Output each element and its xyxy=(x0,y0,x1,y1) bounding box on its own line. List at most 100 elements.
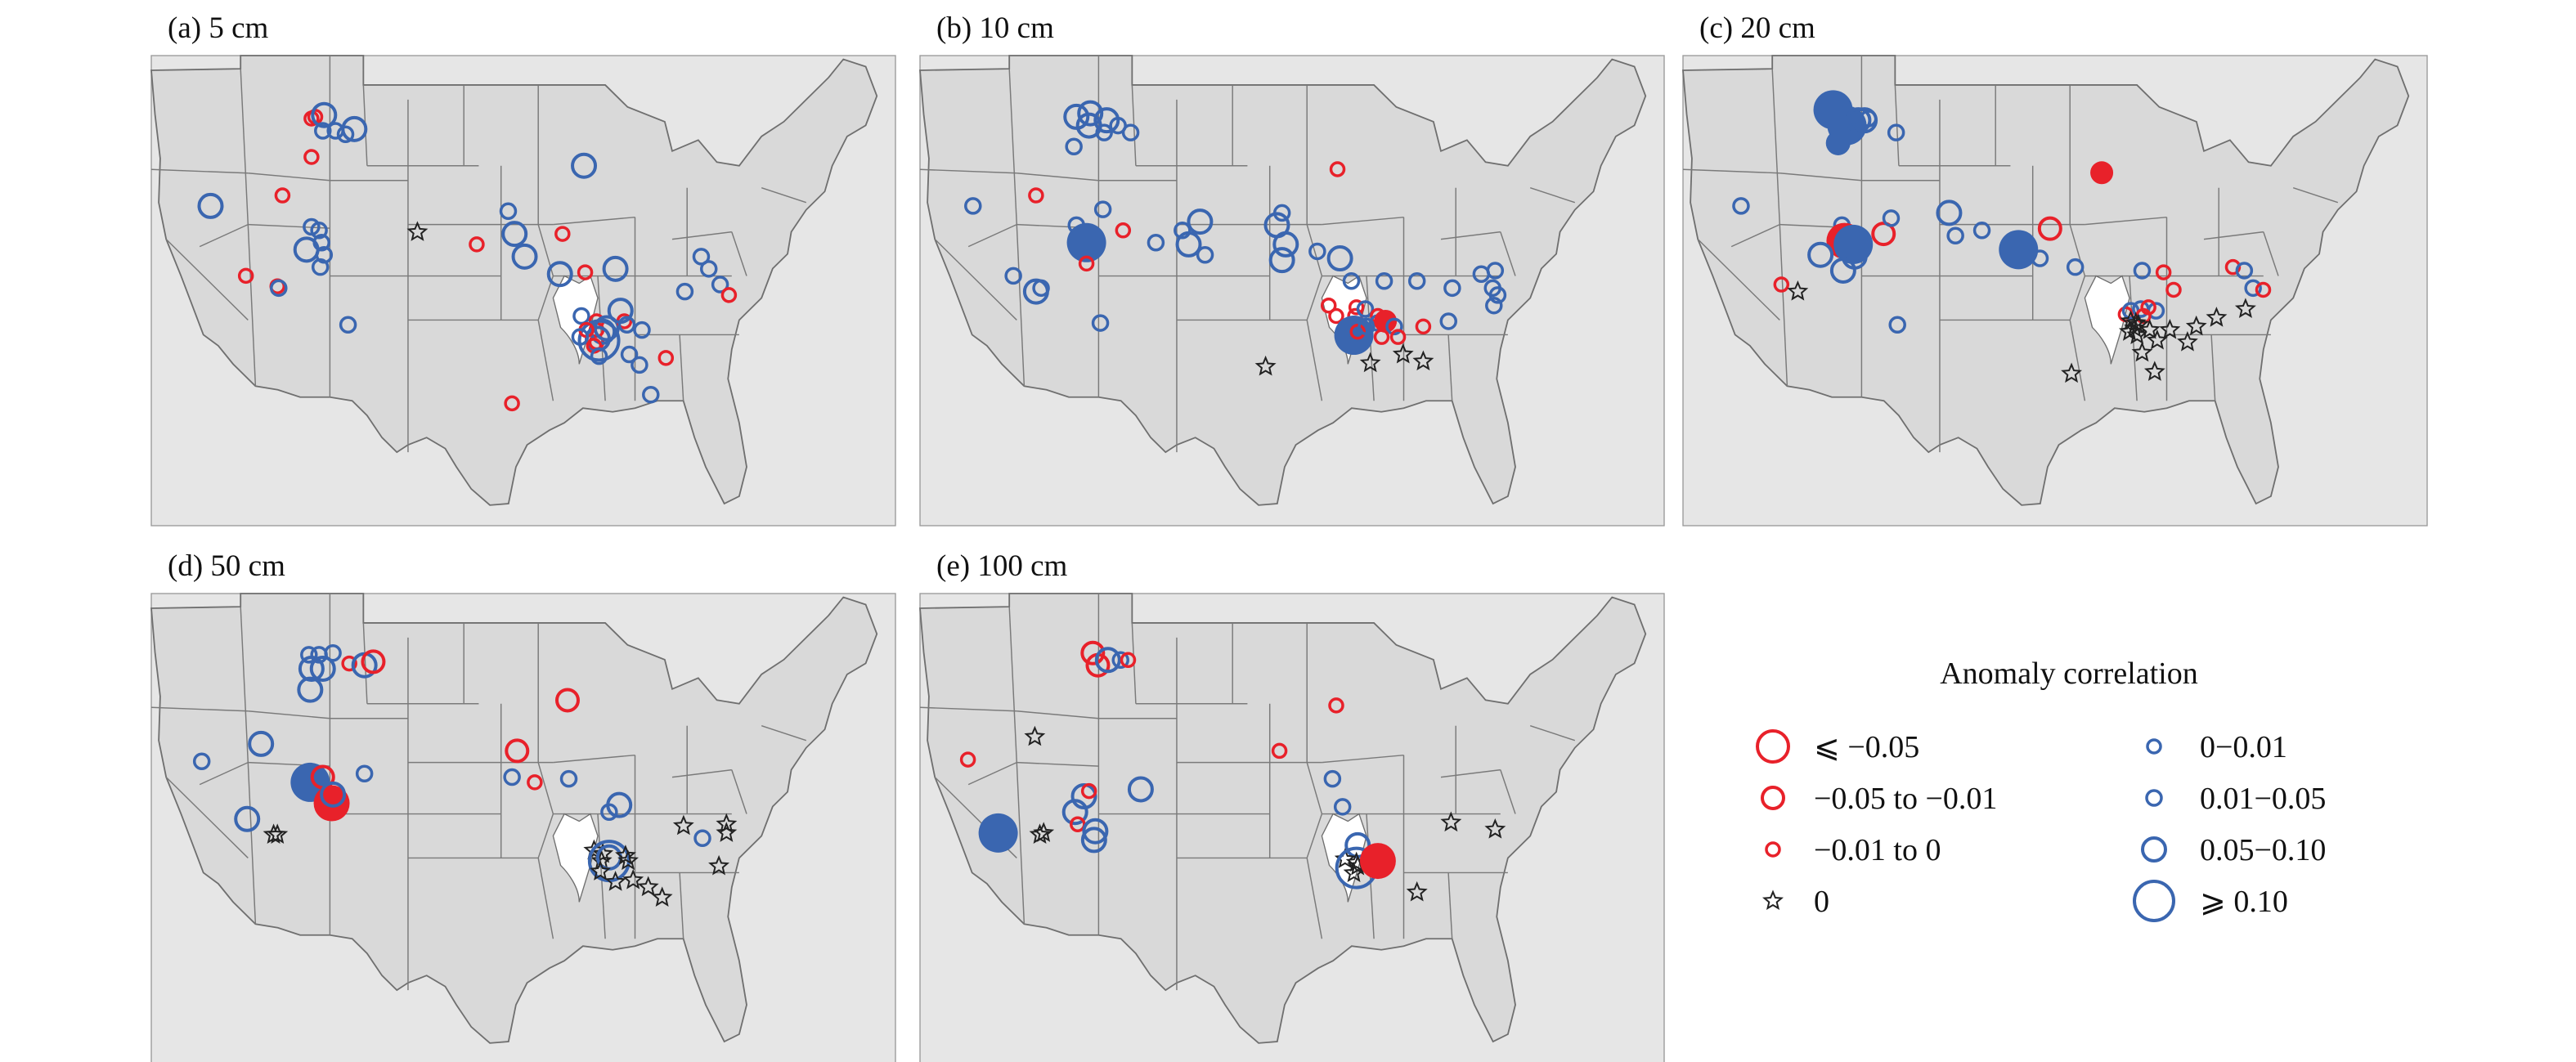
state-boundary xyxy=(1306,276,1323,320)
station-marker xyxy=(583,839,605,860)
station-marker xyxy=(1887,123,1905,141)
state-boundary xyxy=(2203,231,2264,240)
state-boundary xyxy=(1306,224,1323,276)
station-marker xyxy=(2155,264,2172,280)
station-marker xyxy=(554,688,580,713)
station-marker xyxy=(692,248,711,266)
station-marker xyxy=(1392,343,1414,364)
state-boundary xyxy=(553,754,635,764)
state-boundary xyxy=(679,872,684,939)
station-marker xyxy=(248,730,275,757)
state-boundary xyxy=(165,239,249,320)
station-marker xyxy=(1829,257,1856,284)
station-marker xyxy=(693,829,711,848)
legend-label: ⩾ 0.10 xyxy=(2200,885,2288,919)
station-marker xyxy=(1308,242,1326,261)
station-marker xyxy=(1407,272,1426,290)
station-marker xyxy=(1066,222,1106,262)
station-marker xyxy=(978,813,1018,853)
station-marker xyxy=(2031,249,2049,267)
station-marker xyxy=(1358,317,1376,336)
station-marker xyxy=(1359,352,1381,373)
station-marker xyxy=(592,842,614,863)
station-marker xyxy=(2147,329,2168,350)
station-marker xyxy=(1439,312,1458,330)
panel-title: (e) 100 cm xyxy=(936,549,1067,583)
station-marker xyxy=(2234,298,2256,319)
state-boundary xyxy=(1500,231,1516,276)
station-marker xyxy=(527,774,543,791)
station-marker xyxy=(617,849,640,871)
legend-label: 0.01−0.05 xyxy=(2200,782,2326,816)
stations xyxy=(964,100,1507,376)
station-marker xyxy=(1121,123,1140,141)
station-marker xyxy=(637,876,659,897)
station-marker xyxy=(577,264,594,280)
conus-outline xyxy=(150,593,878,1044)
station-marker xyxy=(2131,341,2153,362)
station-marker xyxy=(1091,314,1110,332)
state-boundary xyxy=(1306,813,1323,858)
state-boundary xyxy=(240,69,249,225)
station-marker xyxy=(571,152,598,179)
state-boundary xyxy=(2292,187,2339,204)
state-boundary xyxy=(1322,754,1404,764)
station-marker xyxy=(720,287,738,303)
state-boundary xyxy=(537,276,554,320)
station-marker xyxy=(1268,247,1295,274)
station-marker xyxy=(300,646,318,664)
station-marker xyxy=(336,125,355,144)
station-marker xyxy=(642,385,660,404)
station-marker xyxy=(324,643,342,662)
legend-symbol xyxy=(2146,738,2162,755)
station-marker xyxy=(617,316,636,334)
station-marker xyxy=(559,769,578,788)
station-marker xyxy=(1093,200,1112,218)
station-marker xyxy=(1807,241,1834,268)
legend-label: 0.05−0.10 xyxy=(2200,833,2326,867)
station-marker xyxy=(2206,307,2228,327)
map-panel: (e) 100 cm xyxy=(919,549,1665,1062)
station-marker xyxy=(314,122,332,140)
station-marker xyxy=(1320,297,1337,314)
state-boundary xyxy=(761,187,807,204)
station-marker xyxy=(1773,276,1790,293)
state-boundary xyxy=(248,173,330,181)
station-marker xyxy=(593,315,620,342)
station-marker xyxy=(1061,799,1088,826)
state-boundary xyxy=(199,761,249,786)
state-boundary xyxy=(1697,239,1780,320)
station-marker xyxy=(2235,262,2254,280)
station-marker xyxy=(1127,776,1154,803)
legend-items: ⩽ −0.05 −0.05 to −0.01 −0.01 to 0 0 0−0.01 0.… xyxy=(1756,729,2326,922)
station-marker xyxy=(1271,742,1288,760)
station-marker xyxy=(311,258,330,276)
station-marker xyxy=(1080,782,1097,800)
state-boundary xyxy=(1447,334,1453,401)
stations xyxy=(1732,90,2272,383)
station-marker xyxy=(1093,107,1120,134)
state-boundary xyxy=(2210,334,2216,401)
us-map xyxy=(150,593,896,1062)
panel-title: (a) 5 cm xyxy=(168,11,268,45)
station-marker xyxy=(1323,769,1342,788)
state-boundary xyxy=(1529,725,1576,742)
station-marker xyxy=(572,307,590,325)
station-marker xyxy=(1484,818,1506,839)
state-boundary xyxy=(247,762,257,925)
station-marker xyxy=(511,243,538,270)
station-marker xyxy=(554,226,571,242)
station-marker xyxy=(2066,258,2085,276)
station-marker xyxy=(303,149,320,165)
station-marker xyxy=(1326,245,1353,271)
state-boundary xyxy=(247,224,257,387)
station-marker xyxy=(620,345,639,364)
station-marker xyxy=(1175,231,1202,258)
station-marker xyxy=(1077,100,1104,127)
state-boundary xyxy=(1440,231,1501,240)
station-marker xyxy=(631,356,648,374)
station-marker xyxy=(320,781,347,808)
state-boundary xyxy=(1447,872,1453,939)
station-marker xyxy=(1078,255,1095,272)
state-boundary xyxy=(1779,224,1788,387)
